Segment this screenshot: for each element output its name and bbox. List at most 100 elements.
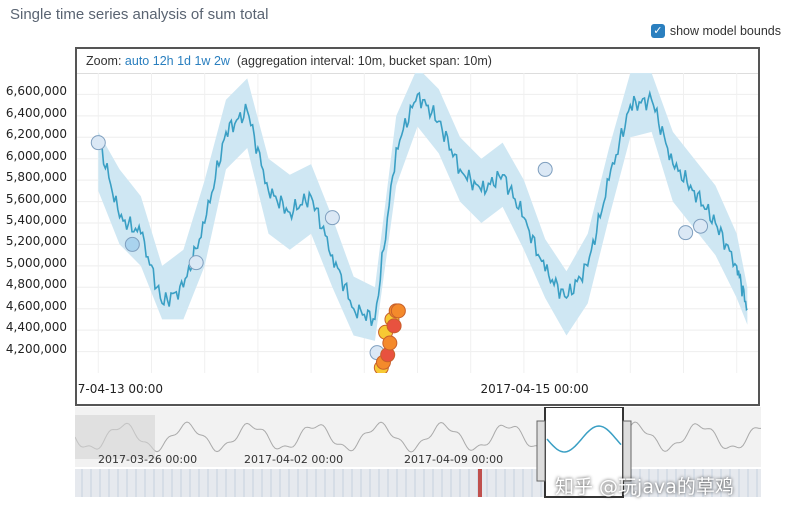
swimlane-cell — [648, 469, 650, 497]
zoom-label: Zoom: — [86, 54, 122, 68]
y-tick-label: 6,200,000 — [5, 127, 67, 142]
swimlane-cell — [117, 469, 119, 497]
swimlane-cell — [657, 469, 659, 497]
swimlane-cell — [423, 469, 425, 497]
swimlane-cell — [351, 469, 353, 497]
anomaly-marker — [90, 135, 106, 151]
y-tick-label: 5,600,000 — [5, 191, 67, 206]
y-tick-label: 5,400,000 — [5, 213, 67, 227]
y-tick-label: 4,400,000 — [5, 320, 67, 335]
swimlane-cell — [297, 469, 299, 497]
swimlane-cell — [198, 469, 200, 497]
context-tick-label: 2017-04-09 00:00 — [404, 453, 503, 466]
y-tick-label: 6,600,000 — [5, 84, 67, 99]
swimlane-cell — [693, 469, 695, 497]
model-bounds-label: show model bounds — [669, 24, 781, 38]
swimlane-cell — [531, 469, 533, 497]
x-tick-label: 2017-04-13 00:00 — [77, 382, 163, 396]
checkbox-checked-icon[interactable]: ✓ — [650, 24, 665, 38]
y-tick-label: 5,800,000 — [5, 170, 67, 185]
watermark: 知乎 @玩java的草鸡 — [555, 476, 734, 498]
swimlane-cell — [360, 469, 362, 497]
swimlane-cell — [495, 469, 497, 497]
anomaly-marker — [390, 303, 406, 319]
zoom-bar: Zoom: auto 12h 1d 1w 2w (aggregation int… — [77, 49, 758, 74]
swimlane-cell — [306, 469, 308, 497]
swimlane-cell — [486, 469, 488, 497]
swimlane-cell — [261, 469, 263, 497]
swimlane-cell — [540, 469, 542, 497]
swimlane-cell — [333, 469, 335, 497]
brush-handle-right[interactable] — [622, 420, 632, 482]
context-tick-label: 2017-04-02 00:00 — [244, 453, 343, 466]
anomaly-marker — [537, 161, 553, 177]
brush-handle-left[interactable] — [536, 420, 546, 482]
swimlane-cell — [684, 469, 686, 497]
swimlane-cell — [216, 469, 218, 497]
swimlane-cell — [675, 469, 677, 497]
swimlane-cell — [414, 469, 416, 497]
swimlane-cell — [99, 469, 101, 497]
focus-chart[interactable]: 2017-04-13 00:00 2017-04-15 00:00 — [77, 73, 758, 404]
swimlane-cell — [720, 469, 722, 497]
swimlane-cell — [162, 469, 164, 497]
anomaly-marker — [382, 335, 398, 351]
anomaly-marker — [324, 210, 340, 226]
swimlane-cell — [234, 469, 236, 497]
anomaly-marker — [678, 225, 694, 241]
swimlane-cell — [81, 469, 83, 497]
anomaly-marker — [124, 236, 140, 252]
zoom-option-1w[interactable]: 1w — [194, 54, 211, 68]
context-series-line — [75, 421, 761, 453]
anomaly-marker — [693, 218, 709, 234]
swimlane-cell — [405, 469, 407, 497]
focus-chart-panel: Zoom: auto 12h 1d 1w 2w (aggregation int… — [75, 47, 760, 406]
context-early-band — [75, 415, 155, 459]
swimlane-cell — [378, 469, 380, 497]
swimlane-cell — [756, 469, 758, 497]
swimlane-cell — [666, 469, 668, 497]
swimlane-cell — [225, 469, 227, 497]
page-title: Single time series analysis of sum total — [10, 6, 269, 23]
swimlane-cell — [288, 469, 290, 497]
anomaly-marker — [188, 255, 204, 271]
swimlane-cell — [189, 469, 191, 497]
swimlane-cell — [729, 469, 731, 497]
swimlane-cell — [144, 469, 146, 497]
swimlane-cell — [108, 469, 110, 497]
swimlane-cell — [207, 469, 209, 497]
zoom-option-1d[interactable]: 1d — [177, 54, 191, 68]
zoom-option-auto[interactable]: auto — [124, 54, 150, 68]
swimlane-anomaly-cell — [478, 469, 482, 497]
swimlane-cell — [396, 469, 398, 497]
aggregation-info: (aggregation interval: 10m, bucket span:… — [236, 54, 492, 68]
zoom-option-12h[interactable]: 12h — [152, 54, 174, 68]
x-axis-area — [77, 373, 758, 404]
swimlane-cell — [243, 469, 245, 497]
swimlane-cell — [639, 469, 641, 497]
swimlane-cell — [747, 469, 749, 497]
actual-series-line — [97, 89, 748, 327]
context-chart[interactable]: 2017-03-26 00:00 2017-04-02 00:00 2017-04-… — [75, 407, 761, 500]
swimlane-cell — [504, 469, 506, 497]
anomaly-marker — [386, 318, 402, 334]
zoom-option-2w[interactable]: 2w — [213, 54, 230, 68]
swimlane-cell — [702, 469, 704, 497]
model-bounds-toggle[interactable]: ✓ show model bounds — [650, 24, 781, 38]
swimlane-cell — [279, 469, 281, 497]
swimlane-cell — [522, 469, 524, 497]
swimlane-cell — [324, 469, 326, 497]
swimlane-cell — [459, 469, 461, 497]
swimlane-cell — [630, 469, 632, 497]
y-tick-label: 5,000,000 — [5, 255, 67, 270]
swimlane-cell — [738, 469, 740, 497]
swimlane-cell — [513, 469, 515, 497]
y-tick-label: 4,600,000 — [5, 298, 67, 313]
x-tick-label: 2017-04-15 00:00 — [480, 382, 588, 396]
swimlane-cell — [342, 469, 344, 497]
model-bounds-band — [98, 73, 748, 341]
y-tick-label: 6,000,000 — [5, 148, 67, 163]
y-tick-label: 4,200,000 — [5, 341, 67, 356]
swimlane-cell — [432, 469, 434, 497]
y-tick-label: 4,800,000 — [5, 277, 67, 292]
